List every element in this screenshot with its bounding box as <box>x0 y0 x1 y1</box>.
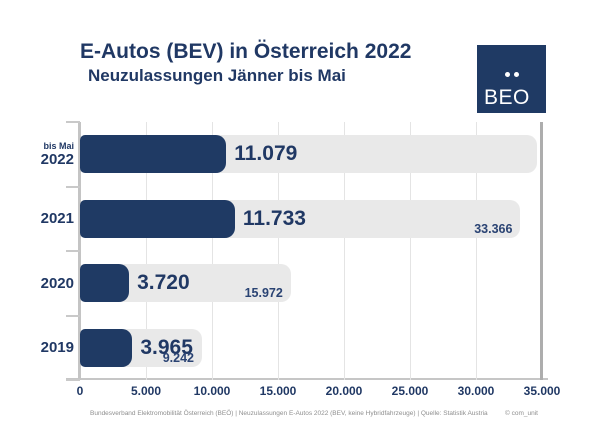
y-axis-category: 2020 <box>0 251 74 316</box>
ytd-value-label: 3.720 <box>137 271 190 295</box>
y-axis-tick <box>66 250 80 252</box>
source-note: Bundesverband Elektromobilität Österreic… <box>90 410 488 417</box>
bar-row: 11.079 <box>80 122 542 187</box>
ytd-value-label: 3.965 <box>140 335 193 359</box>
x-axis-tick-label: 5.000 <box>130 384 162 398</box>
plot-bottom-border <box>66 378 548 380</box>
x-axis-tick-label: 30.000 <box>457 384 495 398</box>
chart-header: E-Autos (BEV) in Österreich 2022 Neuzula… <box>80 40 411 86</box>
category-label: 2020 <box>40 274 74 292</box>
logo-text: BEO <box>484 86 530 109</box>
y-axis-category: 2021 <box>0 187 74 252</box>
category-note: bis Mai <box>43 140 74 151</box>
ytd-bar <box>80 135 227 174</box>
category-label: 2019 <box>40 339 74 357</box>
beo-logo: BEO <box>477 45 546 113</box>
x-axis-tick-label: 25.000 <box>391 384 429 398</box>
y-axis-tick <box>66 314 80 317</box>
gridline <box>278 122 279 380</box>
page-subtitle: Neuzulassungen Jänner bis Mai <box>88 66 346 86</box>
x-axis-tick-label: 15.000 <box>259 384 297 398</box>
total-value-label: 9.242 <box>162 350 194 365</box>
y-axis-tick <box>66 121 80 123</box>
gridline <box>410 122 411 380</box>
y-axis-tick <box>66 185 80 188</box>
x-axis-tick-label: 35.000 <box>523 384 561 398</box>
ytd-value-label: 11.079 <box>234 142 298 166</box>
gridline <box>212 122 213 380</box>
logo-dots-icon <box>477 72 546 77</box>
plot-area: 11.079 11.733 33.366 3.720 15.972 3.965 9.242 <box>78 122 543 381</box>
category-label: 2022 <box>40 150 74 168</box>
total-value-label: 33.366 <box>474 221 513 236</box>
gridline <box>146 122 147 380</box>
total-value-label: 15.972 <box>244 286 283 301</box>
page-title: E-Autos (BEV) in Österreich 2022 <box>80 40 412 63</box>
y-axis-category: bis Mai 2022 <box>0 122 74 187</box>
ytd-value-label: 11.733 <box>242 206 306 230</box>
bar-row: 3.965 9.242 <box>80 316 542 381</box>
credit-note: © com_unit <box>505 410 538 417</box>
x-axis-tick-label: 0 <box>76 384 84 398</box>
gridline <box>476 122 477 380</box>
bar-row: 11.733 33.366 <box>80 187 542 252</box>
category-label: 2021 <box>40 210 74 228</box>
plot-right-border <box>540 122 543 380</box>
ytd-bar <box>80 264 130 303</box>
x-axis-tick-label: 10.000 <box>193 384 231 398</box>
y-axis-tick <box>66 379 80 381</box>
y-axis-category: 2019 <box>0 316 74 381</box>
ytd-bar <box>80 199 235 238</box>
bar-row: 3.720 15.972 <box>80 251 542 316</box>
gridline <box>344 122 345 380</box>
ytd-bar <box>80 328 133 367</box>
x-axis-tick-label: 20.000 <box>325 384 363 398</box>
